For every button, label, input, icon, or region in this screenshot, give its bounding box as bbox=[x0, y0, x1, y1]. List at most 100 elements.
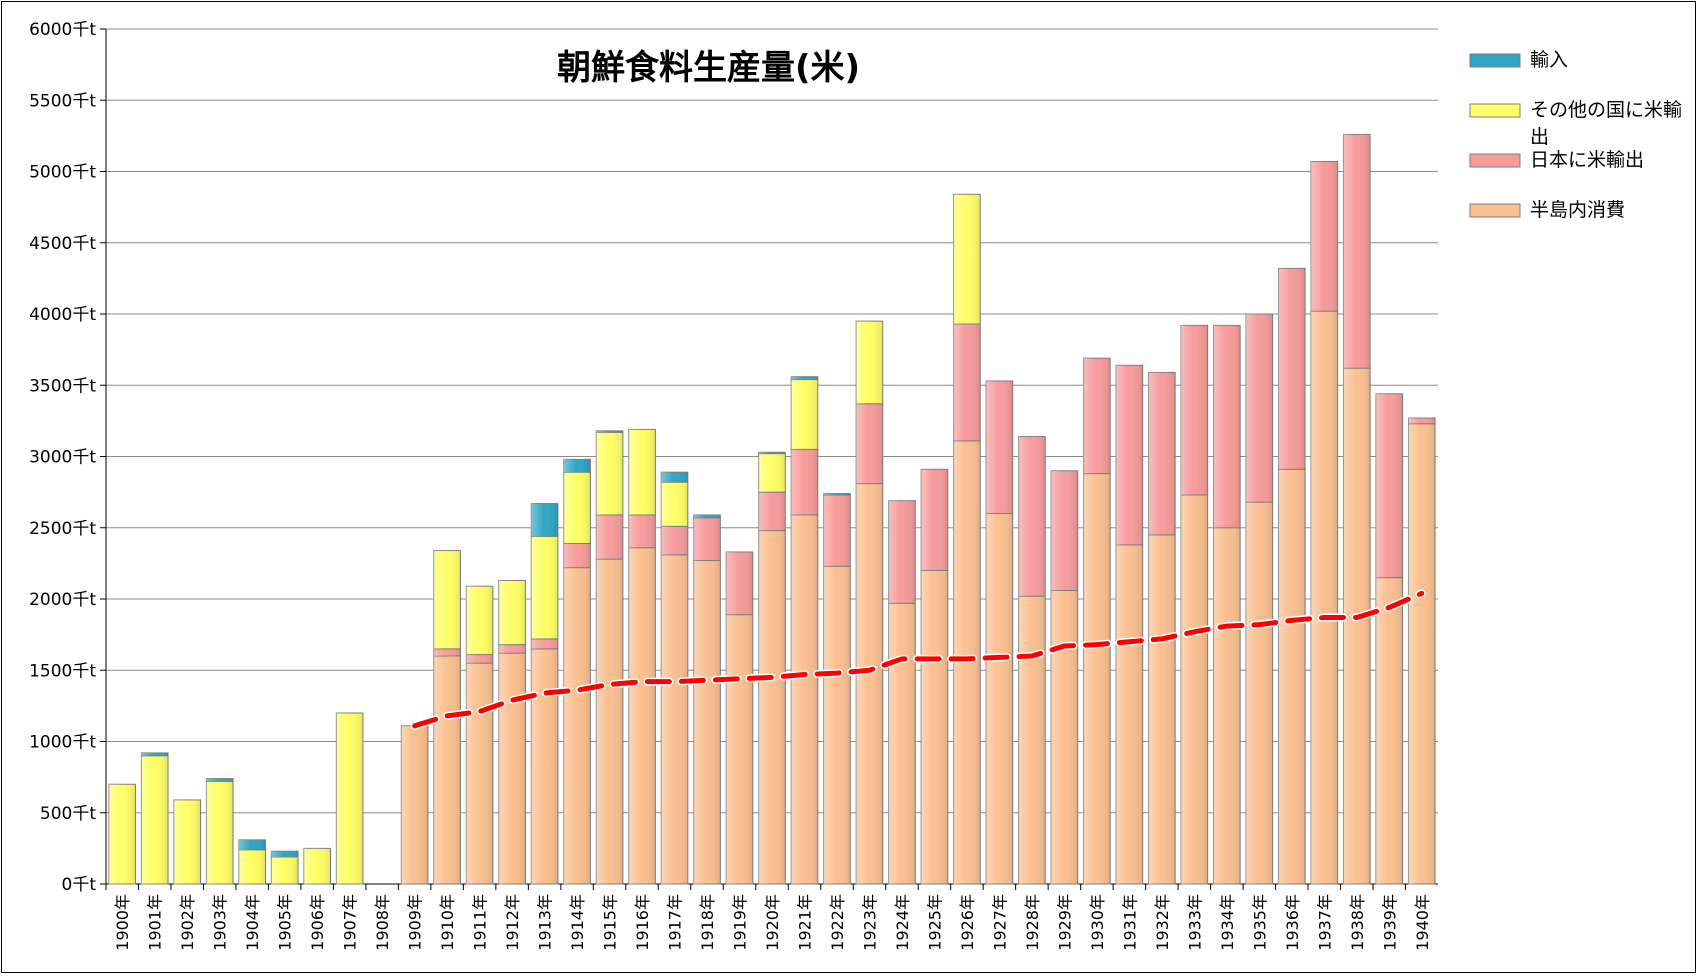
bar-segment-shading bbox=[888, 500, 916, 604]
bar-segment-shading bbox=[661, 472, 688, 483]
bar-segment-shading bbox=[433, 550, 461, 649]
bar-segment-shading bbox=[661, 526, 688, 555]
trend-line bbox=[410, 589, 1426, 730]
x-tick-label: 1931年 bbox=[1120, 894, 1139, 951]
x-tick-label: 1905年 bbox=[276, 894, 295, 951]
bar-segment-shading bbox=[401, 725, 428, 884]
y-tick-label: 5500千t bbox=[29, 91, 96, 111]
y-tick-label: 1000千t bbox=[29, 733, 96, 753]
x-tick-label: 1934年 bbox=[1218, 894, 1237, 951]
x-tick-labels: 1900年 1901年 1902年 1903年 1904年 1905年 1906年 1907年… bbox=[113, 894, 1432, 951]
bar-segment-shading bbox=[1181, 325, 1208, 495]
bar-segment-shading bbox=[563, 472, 591, 544]
x-tick-label: 1908年 bbox=[373, 894, 392, 951]
bar-segment-shading bbox=[531, 503, 558, 537]
legend-label: 半島内消費 bbox=[1530, 199, 1625, 221]
x-tick-label: 1914年 bbox=[568, 894, 587, 951]
bar-segment-shading bbox=[1375, 393, 1403, 578]
bar-segment-shading bbox=[628, 514, 656, 548]
bar-segment-shading bbox=[1018, 436, 1046, 597]
x-tick-label: 1940年 bbox=[1413, 894, 1432, 951]
bar-segment-shading bbox=[758, 530, 786, 884]
bar-segment-shading bbox=[661, 482, 688, 527]
y-tick-label: 4500千t bbox=[29, 234, 96, 254]
bar-segment-shading bbox=[271, 851, 299, 857]
bar-segment-shading bbox=[108, 784, 136, 884]
bar-segment-shading bbox=[596, 559, 623, 884]
bar-segment-shading bbox=[466, 663, 493, 884]
bar-segment-shading bbox=[596, 514, 623, 560]
bar-segment-shading bbox=[1343, 134, 1371, 369]
bar-segment-shading bbox=[758, 452, 786, 454]
x-tick-label: 1902年 bbox=[178, 894, 197, 951]
y-tick-label: 3000千t bbox=[29, 448, 96, 468]
bar-segment-shading bbox=[1051, 470, 1078, 591]
bar-segment-shading bbox=[1245, 314, 1273, 503]
bar-segment-shading bbox=[563, 543, 591, 568]
x-tick-label: 1923年 bbox=[860, 894, 879, 951]
bar-segment-shading bbox=[433, 648, 461, 656]
bar-segment-shading bbox=[628, 429, 656, 515]
bar-segment-shading bbox=[1375, 577, 1403, 884]
bar-segment-shading bbox=[433, 656, 461, 884]
trend-line bbox=[412, 590, 1425, 729]
y-tick-label: 2000千t bbox=[29, 590, 96, 610]
x-tick-label: 1918年 bbox=[698, 894, 717, 951]
legend-label: 出 bbox=[1530, 126, 1549, 148]
x-tick-label: 1935年 bbox=[1250, 894, 1269, 951]
x-tick-label: 1939年 bbox=[1380, 894, 1399, 951]
x-tick-label: 1938年 bbox=[1348, 894, 1367, 951]
bar-segment-shading bbox=[856, 403, 883, 484]
bar-segment-shading bbox=[758, 492, 786, 531]
bar-segment-shading bbox=[531, 638, 558, 649]
bar-segment-shading bbox=[693, 514, 721, 518]
bar-segment-shading bbox=[1083, 358, 1111, 474]
x-tick-label: 1921年 bbox=[795, 894, 814, 951]
legend-label: 輸入 bbox=[1530, 49, 1568, 71]
x-tick-label: 1910年 bbox=[438, 894, 457, 951]
bar-segment-shading bbox=[986, 380, 1013, 514]
x-tick-label: 1903年 bbox=[211, 894, 230, 951]
bar-segment-shading bbox=[1148, 534, 1176, 884]
legend-swatch bbox=[1469, 53, 1521, 68]
bar-segment-shading bbox=[1343, 368, 1371, 884]
bar-segment-shading bbox=[1408, 418, 1436, 424]
legend-swatch bbox=[1469, 203, 1521, 218]
bar-segment-shading bbox=[1181, 494, 1208, 884]
bar-segment-shading bbox=[823, 566, 851, 884]
bar-segment-shading bbox=[238, 849, 266, 884]
bar-segment-shading bbox=[303, 848, 331, 884]
y-tick-label: 4000千t bbox=[29, 305, 96, 325]
bar-segment-shading bbox=[1310, 311, 1338, 884]
x-tick-label: 1933年 bbox=[1185, 894, 1204, 951]
bar-segment-shading bbox=[563, 567, 591, 884]
x-tick-label: 1916年 bbox=[633, 894, 652, 951]
x-tick-label: 1922年 bbox=[828, 894, 847, 951]
bar-segment-shading bbox=[1278, 469, 1306, 884]
bar-segment-shading bbox=[823, 494, 851, 567]
bar-segment-shading bbox=[791, 376, 818, 380]
y-tick-label: 1500千t bbox=[29, 661, 96, 681]
bar-segment-shading bbox=[953, 323, 981, 441]
bar-segment-shading bbox=[628, 547, 656, 884]
x-tick-label: 1928年 bbox=[1023, 894, 1042, 951]
bar-segment-shading bbox=[206, 781, 234, 884]
bar-segment-shading bbox=[238, 839, 266, 850]
x-tick-label: 1906年 bbox=[308, 894, 327, 951]
bar-segment-shading bbox=[1083, 473, 1111, 884]
bar-segment-shading bbox=[498, 580, 526, 645]
legend-swatch bbox=[1469, 153, 1521, 168]
x-tick-label: 1937年 bbox=[1315, 894, 1334, 951]
bar-segment-shading bbox=[531, 536, 558, 639]
bar-segment-shading bbox=[1051, 590, 1078, 884]
bar-segment-shading bbox=[1116, 365, 1143, 545]
legend-swatch bbox=[1469, 103, 1521, 118]
bar-segment-shading bbox=[921, 469, 948, 571]
bar-segment-shading bbox=[823, 493, 851, 495]
bar-segment-shading bbox=[888, 603, 916, 884]
y-tick-label: 0千t bbox=[62, 875, 97, 895]
y-tick-label: 3500千t bbox=[29, 376, 96, 396]
bar-segment-shading bbox=[791, 449, 818, 515]
bar-segment-shading bbox=[206, 778, 234, 782]
bar-segment-shading bbox=[791, 514, 818, 884]
